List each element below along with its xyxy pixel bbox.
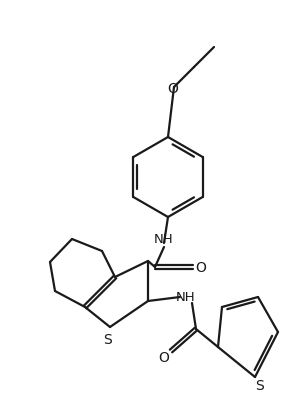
Text: O: O xyxy=(159,350,169,364)
Text: S: S xyxy=(255,378,263,392)
Text: O: O xyxy=(195,261,206,274)
Text: NH: NH xyxy=(154,233,174,246)
Text: S: S xyxy=(104,332,112,346)
Text: O: O xyxy=(168,82,178,96)
Text: NH: NH xyxy=(176,291,196,304)
